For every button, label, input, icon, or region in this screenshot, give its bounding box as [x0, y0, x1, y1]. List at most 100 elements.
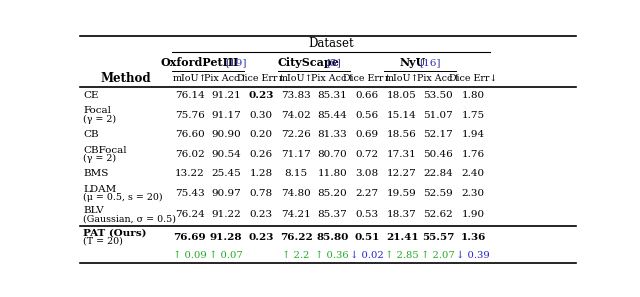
- Text: Pix Acc↑: Pix Acc↑: [310, 74, 354, 83]
- Text: 74.02: 74.02: [281, 110, 311, 120]
- Text: 90.54: 90.54: [211, 150, 241, 159]
- Text: 22.84: 22.84: [424, 169, 453, 178]
- Text: 52.62: 52.62: [424, 211, 453, 219]
- Text: 19.59: 19.59: [387, 189, 417, 198]
- Text: 85.20: 85.20: [317, 189, 347, 198]
- Text: 0.56: 0.56: [356, 110, 379, 120]
- Text: 85.44: 85.44: [317, 110, 347, 120]
- Text: 13.22: 13.22: [175, 169, 205, 178]
- Text: (γ = 2): (γ = 2): [83, 115, 116, 124]
- Text: 1.94: 1.94: [462, 130, 485, 139]
- Text: PAT (Ours): PAT (Ours): [83, 228, 147, 238]
- Text: 76.24: 76.24: [175, 211, 205, 219]
- Text: 0.51: 0.51: [355, 233, 380, 242]
- Text: 51.07: 51.07: [424, 110, 453, 120]
- Text: 0.26: 0.26: [250, 150, 273, 159]
- Text: Dice Err↓: Dice Err↓: [237, 74, 285, 83]
- Text: Dice Err↓: Dice Err↓: [343, 74, 392, 83]
- Text: Dice Err↓: Dice Err↓: [449, 74, 497, 83]
- Text: ↓ 0.39: ↓ 0.39: [456, 251, 490, 260]
- Text: 0.78: 0.78: [250, 189, 273, 198]
- Text: 85.31: 85.31: [317, 91, 347, 100]
- Text: (T = 20): (T = 20): [83, 237, 123, 246]
- Text: CBFocal: CBFocal: [83, 146, 127, 155]
- Text: 15.14: 15.14: [387, 110, 417, 120]
- Text: 1.90: 1.90: [462, 211, 485, 219]
- Text: 85.80: 85.80: [316, 233, 348, 242]
- Text: 1.75: 1.75: [462, 110, 485, 120]
- Text: Dataset: Dataset: [308, 37, 354, 50]
- Text: (γ = 2): (γ = 2): [83, 154, 116, 163]
- Text: mIoU↑: mIoU↑: [385, 74, 419, 83]
- Text: 18.56: 18.56: [387, 130, 417, 139]
- Text: (μ = 0.5, s = 20): (μ = 0.5, s = 20): [83, 193, 163, 202]
- Text: 0.23: 0.23: [248, 91, 274, 100]
- Text: 90.97: 90.97: [211, 189, 241, 198]
- Text: CE: CE: [83, 91, 99, 100]
- Text: ↑ 0.09: ↑ 0.09: [173, 251, 207, 260]
- Text: NyU: NyU: [399, 57, 426, 68]
- Text: ↓ 0.02: ↓ 0.02: [350, 251, 384, 260]
- Text: 2.27: 2.27: [356, 189, 379, 198]
- Text: 0.30: 0.30: [250, 110, 273, 120]
- Text: Pix Acc↑: Pix Acc↑: [204, 74, 248, 83]
- Text: 72.26: 72.26: [281, 130, 311, 139]
- Text: 81.33: 81.33: [317, 130, 347, 139]
- Text: 71.17: 71.17: [281, 150, 311, 159]
- Text: 0.20: 0.20: [250, 130, 273, 139]
- Text: 25.45: 25.45: [211, 169, 241, 178]
- Text: 74.21: 74.21: [281, 211, 311, 219]
- Text: 18.37: 18.37: [387, 211, 417, 219]
- Text: (Gaussian, σ = 0.5): (Gaussian, σ = 0.5): [83, 214, 176, 224]
- Text: 17.31: 17.31: [387, 150, 417, 159]
- Text: 1.76: 1.76: [462, 150, 485, 159]
- Text: 91.17: 91.17: [211, 110, 241, 120]
- Text: CB: CB: [83, 130, 99, 139]
- Text: OxfordPetIII: OxfordPetIII: [161, 57, 239, 68]
- Text: 80.70: 80.70: [317, 150, 347, 159]
- Text: BMS: BMS: [83, 169, 108, 178]
- Text: ↑ 0.07: ↑ 0.07: [209, 251, 243, 260]
- Text: Pix Acc↑: Pix Acc↑: [417, 74, 460, 83]
- Text: 76.14: 76.14: [175, 91, 205, 100]
- Text: 76.02: 76.02: [175, 150, 205, 159]
- Text: 76.22: 76.22: [280, 233, 312, 242]
- Text: 21.41: 21.41: [386, 233, 419, 242]
- Text: ↑ 2.85: ↑ 2.85: [385, 251, 419, 260]
- Text: 0.53: 0.53: [356, 211, 379, 219]
- Text: CityScape: CityScape: [277, 57, 339, 68]
- Text: ↑ 2.2: ↑ 2.2: [282, 251, 310, 260]
- Text: LDAM: LDAM: [83, 185, 116, 194]
- Text: ↑ 2.07: ↑ 2.07: [422, 251, 455, 260]
- Text: 0.72: 0.72: [356, 150, 379, 159]
- Text: 0.66: 0.66: [356, 91, 379, 100]
- Text: 55.57: 55.57: [422, 233, 454, 242]
- Text: mIoU↑: mIoU↑: [173, 74, 207, 83]
- Text: 2.40: 2.40: [462, 169, 485, 178]
- Text: 52.59: 52.59: [424, 189, 453, 198]
- Text: 3.08: 3.08: [356, 169, 379, 178]
- Text: 1.36: 1.36: [461, 233, 486, 242]
- Text: Focal: Focal: [83, 106, 111, 116]
- Text: 0.69: 0.69: [356, 130, 379, 139]
- Text: [16]: [16]: [419, 58, 441, 67]
- Text: ↑ 0.36: ↑ 0.36: [316, 251, 349, 260]
- Text: 76.69: 76.69: [173, 233, 206, 242]
- Text: 53.50: 53.50: [424, 91, 453, 100]
- Text: 50.46: 50.46: [424, 150, 453, 159]
- Text: 12.27: 12.27: [387, 169, 417, 178]
- Text: 91.22: 91.22: [211, 211, 241, 219]
- Text: 8.15: 8.15: [284, 169, 308, 178]
- Text: 73.83: 73.83: [281, 91, 311, 100]
- Text: 74.80: 74.80: [281, 189, 311, 198]
- Text: 90.90: 90.90: [211, 130, 241, 139]
- Text: 91.21: 91.21: [211, 91, 241, 100]
- Text: 52.17: 52.17: [424, 130, 453, 139]
- Text: 85.37: 85.37: [317, 211, 347, 219]
- Text: Method: Method: [100, 72, 151, 85]
- Text: 11.80: 11.80: [317, 169, 347, 178]
- Text: mIoU↑: mIoU↑: [279, 74, 313, 83]
- Text: 18.05: 18.05: [387, 91, 417, 100]
- Text: 91.28: 91.28: [210, 233, 243, 242]
- Text: [19]: [19]: [225, 58, 246, 67]
